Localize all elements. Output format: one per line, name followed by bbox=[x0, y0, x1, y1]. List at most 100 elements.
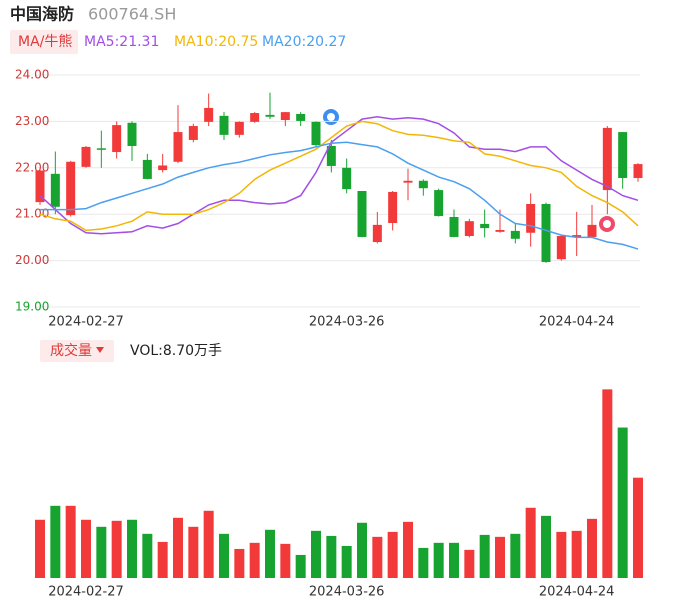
volume-bar bbox=[602, 389, 613, 578]
volume-bar bbox=[65, 505, 76, 578]
volume-bar bbox=[249, 542, 260, 578]
volume-bar bbox=[479, 534, 490, 578]
dropdown-arrow[interactable] bbox=[96, 347, 104, 353]
volume-bar bbox=[50, 505, 61, 578]
y-tick-label: 21.00 bbox=[15, 207, 49, 221]
volume-bar bbox=[571, 530, 582, 578]
ma-line bbox=[40, 141, 639, 250]
candle-body bbox=[342, 167, 352, 190]
candle-body bbox=[403, 180, 413, 183]
legend-entry: MA20:20.27 bbox=[262, 34, 346, 50]
candle-body bbox=[480, 223, 490, 229]
candle-body bbox=[556, 236, 566, 260]
volume-bar bbox=[510, 533, 521, 578]
stock-name: 中国海防 bbox=[10, 5, 74, 24]
candle-body bbox=[633, 164, 643, 179]
volume-bar bbox=[556, 531, 567, 578]
legend-entry: MA10:20.75 bbox=[174, 34, 258, 50]
volume-bar bbox=[449, 542, 459, 578]
volume-bar bbox=[326, 535, 337, 578]
candle-body bbox=[265, 114, 275, 117]
candle-body bbox=[188, 126, 198, 140]
volume-bar bbox=[188, 526, 199, 578]
y-tick-label: 24.00 bbox=[15, 68, 49, 82]
candle-body bbox=[81, 146, 91, 167]
candle-body bbox=[541, 203, 551, 262]
candle-body bbox=[250, 113, 260, 122]
x-tick-label: 2024-04-24 bbox=[539, 585, 615, 600]
volume-bar bbox=[265, 529, 275, 578]
candle-body bbox=[204, 107, 214, 122]
candle-body bbox=[495, 229, 505, 232]
y-tick-label: 20.00 bbox=[15, 253, 49, 267]
ma-button-bg[interactable] bbox=[10, 30, 78, 54]
volume-bar bbox=[495, 536, 505, 578]
volume-bar bbox=[587, 518, 597, 578]
candle-body bbox=[112, 125, 122, 153]
volume-button[interactable]: 成交量 bbox=[50, 342, 92, 359]
volume-bar bbox=[403, 521, 413, 578]
candle-body bbox=[572, 235, 582, 237]
volume-bar bbox=[142, 533, 153, 578]
legend-entry: MA5:21.31 bbox=[84, 34, 159, 50]
x-tick-label: 2024-03-26 bbox=[309, 315, 385, 330]
ma-button[interactable]: MA/牛熊 bbox=[18, 34, 72, 50]
volume-bar bbox=[295, 554, 306, 578]
volume-label: VOL:8.70万手 bbox=[130, 343, 222, 359]
volume-bar bbox=[418, 547, 429, 578]
candle-body bbox=[280, 112, 290, 121]
volume-bar bbox=[387, 531, 398, 578]
volume-bar bbox=[433, 542, 444, 578]
volume-bar bbox=[372, 536, 383, 578]
candle-body bbox=[418, 180, 428, 189]
x-tick-label: 2024-04-24 bbox=[539, 315, 615, 330]
volume-bar bbox=[341, 545, 352, 578]
candle-body bbox=[464, 221, 474, 237]
candle-body bbox=[510, 230, 520, 239]
candle-body bbox=[372, 224, 382, 243]
candle-body bbox=[127, 122, 137, 146]
volume-bar bbox=[157, 541, 168, 578]
volume-bar bbox=[111, 520, 122, 578]
candle-body bbox=[296, 113, 306, 121]
volume-bar bbox=[280, 543, 291, 578]
volume-bar bbox=[81, 519, 91, 578]
volume-bar bbox=[234, 548, 245, 578]
volume-bar bbox=[525, 507, 536, 578]
y-tick-label: 23.00 bbox=[15, 114, 49, 128]
volume-bar bbox=[219, 533, 229, 578]
ma-line bbox=[39, 120, 639, 232]
candle-body bbox=[35, 170, 45, 203]
x-tick-label: 2024-02-27 bbox=[48, 315, 124, 330]
candle-body bbox=[219, 115, 229, 135]
bull-icon bbox=[599, 216, 615, 232]
candle-body bbox=[234, 121, 244, 135]
volume-bar bbox=[35, 519, 45, 578]
candle-body bbox=[142, 159, 152, 179]
volume-bar bbox=[541, 515, 551, 578]
x-tick-label: 2024-02-27 bbox=[48, 585, 124, 600]
candle-body bbox=[311, 121, 321, 146]
x-tick-label: 2024-03-26 bbox=[309, 585, 385, 600]
candle-body bbox=[618, 132, 628, 179]
y-tick-label: 19.00 bbox=[15, 300, 49, 314]
volume-bar bbox=[127, 519, 137, 578]
volume-bar bbox=[357, 522, 367, 578]
bear-icon bbox=[323, 109, 339, 125]
candle-body bbox=[449, 216, 459, 237]
stock-code: 600764.SH bbox=[88, 5, 176, 24]
volume-bar bbox=[203, 510, 214, 578]
candle-body bbox=[602, 127, 612, 191]
volume-bar bbox=[633, 477, 643, 578]
candle-body bbox=[326, 145, 336, 166]
candle-body bbox=[526, 203, 536, 233]
candle-body bbox=[173, 132, 183, 162]
volume-bar bbox=[464, 549, 475, 578]
candle-body bbox=[434, 190, 444, 217]
volume-bar bbox=[96, 526, 107, 578]
candle-body bbox=[357, 191, 367, 237]
candle-body bbox=[388, 191, 398, 224]
volume-button-bg[interactable] bbox=[40, 340, 114, 362]
candle-body bbox=[158, 165, 168, 171]
